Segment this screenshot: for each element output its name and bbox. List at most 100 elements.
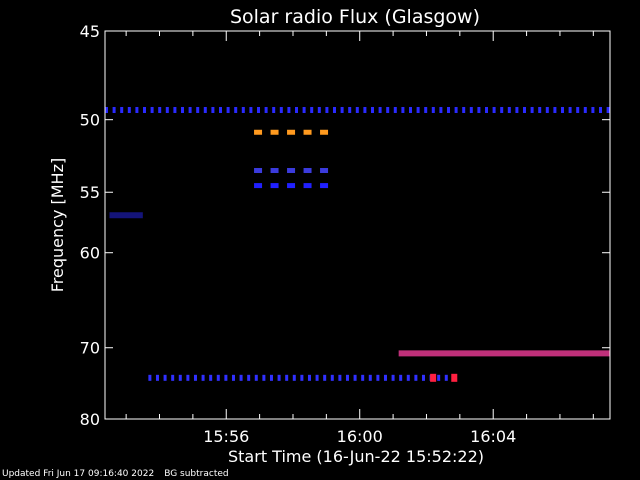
band-dash [303,168,312,174]
y-axis: 45 50 55 60 70 80 [80,22,610,429]
y-tick-label: 55 [80,183,100,202]
band-dot [201,374,205,381]
band-dash [270,168,279,174]
band-dot [561,106,564,113]
band-dot [150,106,154,113]
frequency-band [109,212,143,219]
band-dot [439,106,443,113]
band-dot [421,374,425,381]
band-dot [424,106,428,113]
plot-area [105,31,610,419]
x-axis-label: Start Time (16-Jun-22 15:52:22) [228,447,484,466]
band-dot [226,106,230,113]
band-dot [507,106,511,113]
band-dot [348,106,352,113]
band-dot [363,106,367,113]
band-dot [338,374,342,381]
band-dot [330,374,334,381]
band-dot [515,106,519,113]
band-dot [568,106,572,113]
band-dot [462,106,466,113]
band-dot [333,106,336,113]
band-dot [216,374,220,381]
band-dot [591,106,595,113]
band-dot [155,374,159,381]
band-dot [193,374,197,381]
band-dot [285,374,289,381]
band-dot [165,106,169,113]
band-dot [437,374,441,381]
band-dash [254,183,263,189]
band-dot [203,106,207,113]
band-dash [320,183,329,189]
x-tick-label: 16:04 [470,427,516,446]
band-dot [310,106,314,113]
band-dot [295,106,298,113]
band-dot [485,106,488,113]
band-dot [414,374,418,381]
band-dot [105,106,108,113]
band-dot [234,106,238,113]
band-dash [303,129,312,135]
band-dot [247,374,251,381]
spectrogram-features [105,106,610,382]
band-dot [371,106,374,113]
x-tick-label: 16:00 [337,427,383,446]
band-dot [287,106,291,113]
band-dot [279,106,283,113]
band-dot [173,106,177,113]
band-dot [378,106,382,113]
band-dot [211,106,215,113]
band-dot [376,374,380,381]
band-dot [188,106,192,113]
band-dot [409,106,412,113]
band-dot [302,106,306,113]
y-axis-label: Frequency [MHz] [48,158,67,292]
band-dot [163,374,167,381]
band-dot [383,374,387,381]
band-dot [353,374,357,381]
band-dot [171,374,175,381]
x-axis: 15:56 16:00 16:04 [125,31,594,446]
band-dot [406,374,410,381]
band-dot [264,106,268,113]
burst-spot [451,373,458,382]
band-dot [277,374,281,381]
band-dot [231,374,235,381]
band-dash [287,129,296,135]
band-dot [127,106,131,113]
background-note: BG subtracted [164,469,229,479]
plot-frame [104,30,611,420]
band-dot [399,374,403,381]
band-dot [523,106,526,113]
y-tick-label: 45 [80,22,100,41]
band-dot [431,106,435,113]
band-dot [444,374,448,381]
band-dot [186,374,190,381]
band-dot [606,106,610,113]
band-dot [262,374,266,381]
band-dot [196,106,200,113]
band-dot [269,374,273,381]
band-dot [576,106,580,113]
band-dot [386,106,390,113]
band-dot [361,374,365,381]
band-dot [209,374,213,381]
y-tick-label: 60 [80,244,100,263]
band-dot [224,374,228,381]
band-dot [241,106,245,113]
band-dot [530,106,534,113]
x-tick-label: 15:56 [203,427,249,446]
band-dot [345,374,349,381]
band-dot [391,374,395,381]
band-dot [325,106,329,113]
band-dot [239,374,243,381]
band-dot [454,106,458,113]
band-dot [368,374,372,381]
band-dot [300,374,304,381]
band-dot [254,374,258,381]
band-dot [178,374,182,381]
updated-timestamp: Updated Fri Jun 17 09:16:40 2022 [2,469,155,479]
band-dash [254,168,263,174]
